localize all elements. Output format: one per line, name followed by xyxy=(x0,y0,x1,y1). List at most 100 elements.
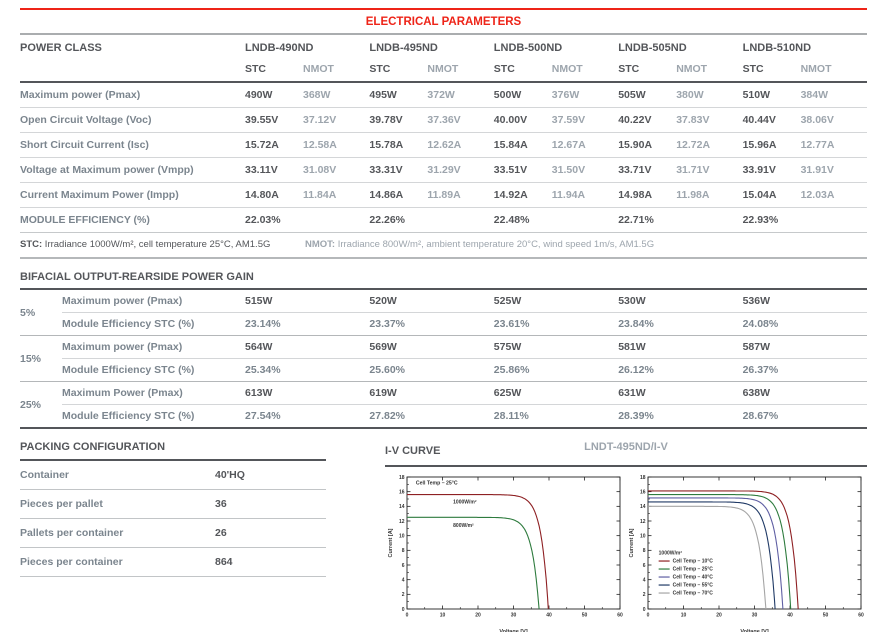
bifacial-value: 619W xyxy=(369,387,397,399)
efficiency-value: 22.93% xyxy=(742,214,779,226)
subheader-cell: STC NMOT xyxy=(494,63,618,75)
stc-value: 490W xyxy=(245,89,273,101)
bifacial-value: 28.39% xyxy=(618,410,654,422)
svg-text:50: 50 xyxy=(582,613,588,619)
iv-charts: 0 10 20 30 40 50 60 0 2 4 6 8 10 12 14 16 18 Voltage [V] C… xyxy=(385,471,867,632)
bifacial-value: 28.11% xyxy=(493,410,529,422)
value-cell: 15.78A 12.62A xyxy=(369,139,493,151)
efficiency-value: 22.03% xyxy=(245,214,281,226)
nmot-subcol-header: NMOT xyxy=(427,63,459,75)
electrical-table-body: Maximum power (Pmax) 490W 368W 495W 372W 500W… xyxy=(20,83,867,208)
stc-value: 33.91V xyxy=(742,164,776,176)
bifacial-value: 23.14% xyxy=(245,318,281,330)
packing-table-body: Container 40'HQ Pieces per pallet 36 Pallets… xyxy=(20,461,326,577)
nmot-value: 372W xyxy=(427,89,455,101)
power-class-label: POWER CLASS xyxy=(20,42,102,54)
value-cell: 490W 368W xyxy=(245,89,369,101)
value-cell: 14.92A 11.94A xyxy=(494,189,618,201)
iv-curve-title: I-V CURVE xyxy=(385,445,441,457)
value-cell: 33.91V 31.91V xyxy=(743,164,867,176)
svg-text:Cell Temp – 25°C: Cell Temp – 25°C xyxy=(673,567,714,573)
efficiency-cell: 22.93% xyxy=(743,214,867,226)
svg-text:Cell Temp – 70°C: Cell Temp – 70°C xyxy=(673,591,714,597)
nmot-value: 12.77A xyxy=(800,139,835,151)
bifacial-row: Module Efficiency STC (%) 27.54% 27.82% 28.… xyxy=(62,405,867,427)
svg-text:10: 10 xyxy=(640,533,646,539)
bifacial-value: 575W xyxy=(493,341,522,353)
bifacial-value: 25.86% xyxy=(493,364,530,376)
stc-value: 40.00V xyxy=(493,114,528,126)
packing-label: Pieces per container xyxy=(20,556,123,568)
parameter-label: Short Circuit Current (Isc) xyxy=(20,139,149,151)
svg-text:6: 6 xyxy=(402,563,405,569)
page-title: ELECTRICAL PARAMETERS xyxy=(365,16,522,28)
nmot-value: 37.83V xyxy=(676,114,710,126)
efficiency-value: 22.26% xyxy=(369,214,406,226)
stc-note-label: STC: xyxy=(20,239,43,250)
packing-row: Container 40'HQ xyxy=(20,461,326,490)
stc-value: 15.90A xyxy=(618,139,653,151)
svg-text:10: 10 xyxy=(440,613,446,619)
stc-value: 15.84A xyxy=(493,139,528,151)
model-column-header: LNDB-495ND xyxy=(369,42,438,54)
nmot-value: 12.03A xyxy=(800,189,835,201)
nmot-subcol-header: NMOT xyxy=(676,63,708,75)
stc-subcol-header: STC xyxy=(618,63,640,75)
packing-row: Pallets per container 26 xyxy=(20,519,326,548)
nmot-value: 31.08V xyxy=(303,164,337,176)
efficiency-cell: 22.71% xyxy=(618,214,742,226)
svg-text:0: 0 xyxy=(643,607,646,613)
value-cell: 14.98A 11.98A xyxy=(618,189,742,201)
svg-text:1000W/m²: 1000W/m² xyxy=(659,551,683,557)
bifacial-value: 520W xyxy=(369,295,397,307)
value-cell: 15.96A 12.77A xyxy=(743,139,867,151)
stc-value: 40.22V xyxy=(618,114,652,126)
bifacial-value: 581W xyxy=(618,341,646,353)
svg-text:20: 20 xyxy=(716,613,722,619)
bifacial-row-label: Module Efficiency STC (%) xyxy=(62,364,195,376)
bifacial-table-body: 5% Maximum power (Pmax) 515W 520W 525W 530W 53… xyxy=(20,290,867,429)
svg-text:8: 8 xyxy=(402,548,405,554)
packing-row: Pieces per container 864 xyxy=(20,548,326,577)
stc-value: 15.04A xyxy=(742,189,777,201)
bifacial-value: 25.34% xyxy=(245,364,281,376)
stc-value: 14.86A xyxy=(369,189,404,201)
iv-curve-header: I-V CURVE LNDT-495ND/I-V xyxy=(385,441,867,465)
bifacial-value: 564W xyxy=(245,341,273,353)
svg-text:10: 10 xyxy=(681,613,687,619)
model-column-header: LNDB-505ND xyxy=(618,42,687,54)
nmot-value: 37.36V xyxy=(427,114,461,126)
svg-text:Cell Temp – 25°C: Cell Temp – 25°C xyxy=(416,480,458,486)
svg-text:60: 60 xyxy=(617,613,623,619)
nmot-subcol-header: NMOT xyxy=(800,63,832,75)
bifacial-value: 625W xyxy=(493,387,522,399)
stc-value: 15.78A xyxy=(369,139,404,151)
svg-text:4: 4 xyxy=(643,577,646,583)
test-conditions-note: STC: Irradiance 1000W/m², cell temperatu… xyxy=(20,233,867,259)
stc-value: 15.96A xyxy=(742,139,777,151)
value-cell: 510W 384W xyxy=(743,89,867,101)
nmot-value: 12.72A xyxy=(676,139,711,151)
bifacial-top-rule xyxy=(20,288,867,290)
packing-label: Pallets per container xyxy=(20,527,124,539)
module-efficiency-label: MODULE EFFICIENCY (%) xyxy=(20,214,150,226)
parameter-label: Maximum power (Pmax) xyxy=(20,89,141,101)
packing-label: Container xyxy=(20,469,70,481)
svg-text:20: 20 xyxy=(475,613,481,619)
stc-note: STC: Irradiance 1000W/m², cell temperatu… xyxy=(20,239,305,250)
svg-text:2: 2 xyxy=(402,592,405,598)
stc-value: 495W xyxy=(369,89,397,101)
nmot-value: 11.89A xyxy=(427,189,461,201)
svg-text:Voltage [V]: Voltage [V] xyxy=(740,629,768,632)
stc-subcol-header: STC xyxy=(245,63,266,75)
value-cell: 40.44V 38.06V xyxy=(743,114,867,126)
svg-text:40: 40 xyxy=(787,613,793,619)
bifacial-value: 515W xyxy=(245,295,273,307)
nmot-value: 37.59V xyxy=(551,114,586,126)
bifacial-value: 569W xyxy=(369,341,397,353)
svg-text:40: 40 xyxy=(546,613,552,619)
packing-section-title: PACKING CONFIGURATION xyxy=(20,441,166,453)
model-column-header: LNDB-500ND xyxy=(493,42,563,54)
iv-curve-subtitle: LNDT-495ND/I-V xyxy=(584,441,668,453)
